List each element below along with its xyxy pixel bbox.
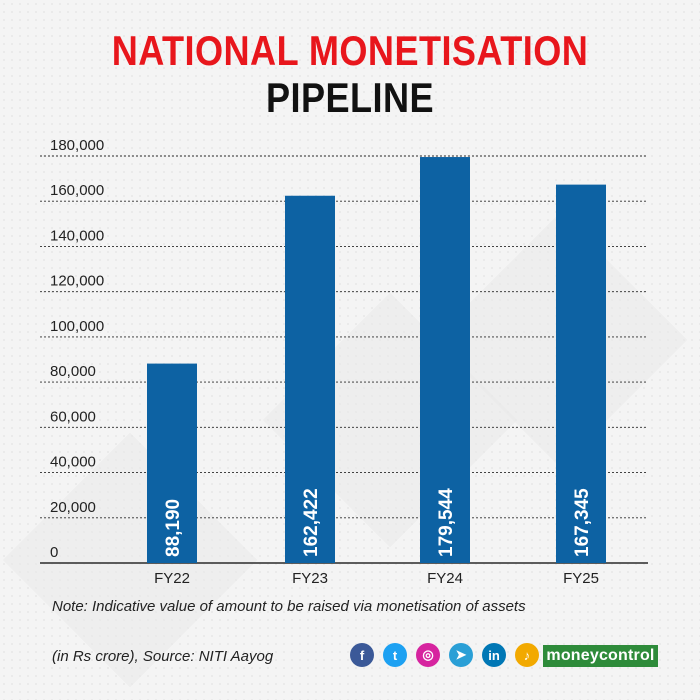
y-tick-label: 80,000 xyxy=(50,363,96,380)
bar-value-label: 179,544 xyxy=(436,488,457,557)
chart-title: NATIONAL MONETISATION PIPELINE xyxy=(0,28,700,122)
y-tick-label: 120,000 xyxy=(50,273,104,290)
twitter-icon[interactable]: t xyxy=(383,643,407,667)
bar-value-label: 88,190 xyxy=(163,499,184,557)
podcast-icon[interactable]: ♪ xyxy=(515,643,539,667)
y-tick-label: 0 xyxy=(50,544,58,561)
title-line-1: NATIONAL MONETISATION xyxy=(111,27,589,74)
y-tick-label: 100,000 xyxy=(50,318,104,335)
y-tick-label: 40,000 xyxy=(50,454,96,471)
telegram-icon[interactable]: ➤ xyxy=(449,643,473,667)
linkedin-icon[interactable]: in xyxy=(482,643,506,667)
bar xyxy=(147,363,197,563)
facebook-icon[interactable]: f xyxy=(350,643,374,667)
y-tick-label: 180,000 xyxy=(50,137,104,154)
instagram-icon[interactable]: ◎ xyxy=(416,643,440,667)
bar xyxy=(556,184,606,563)
x-tick-label: FY25 xyxy=(563,570,599,587)
chart-source: (in Rs crore), Source: NITI Aayog xyxy=(52,648,274,665)
moneycontrol-logo[interactable]: moneycontrol xyxy=(543,645,658,667)
chart-note: Note: Indicative value of amount to be r… xyxy=(52,598,526,615)
bar xyxy=(285,195,335,564)
x-tick-label: FY24 xyxy=(427,570,463,587)
bar-value-label: 167,345 xyxy=(572,488,593,557)
x-tick-label: FY23 xyxy=(292,570,328,587)
title-line-2: PIPELINE xyxy=(265,74,435,121)
y-tick-label: 140,000 xyxy=(50,227,104,244)
social-icons: f t ◎ ➤ in ♪ xyxy=(350,643,539,667)
y-tick-label: 20,000 xyxy=(50,499,96,516)
y-tick-label: 160,000 xyxy=(50,182,104,199)
bar-value-label: 162,422 xyxy=(301,488,322,557)
y-tick-label: 60,000 xyxy=(50,408,96,425)
x-tick-label: FY22 xyxy=(154,570,190,587)
bar xyxy=(420,157,470,563)
